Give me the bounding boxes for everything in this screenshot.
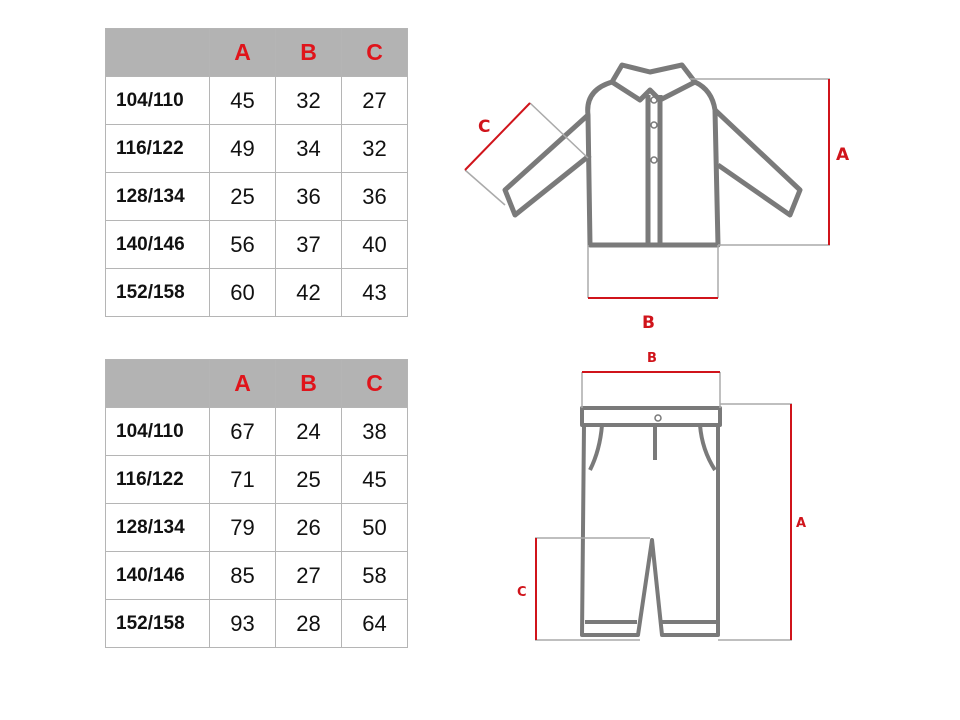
table-row: 104/110 45 32 27 <box>105 76 408 125</box>
value-b: 32 <box>275 76 342 125</box>
table-row: 140/146 85 27 58 <box>105 551 408 600</box>
pants-label-b: B <box>647 351 657 366</box>
value-a: 49 <box>209 124 276 173</box>
shirt-diagram <box>502 62 803 248</box>
size-cell: 140/146 <box>105 551 210 600</box>
value-b: 28 <box>275 599 342 648</box>
header-b: B <box>275 28 342 77</box>
table-row: 152/158 60 42 43 <box>105 268 408 317</box>
value-b: 27 <box>275 551 342 600</box>
header-c: C <box>341 359 408 408</box>
value-c: 50 <box>341 503 408 552</box>
value-a: 56 <box>209 220 276 269</box>
value-b: 24 <box>275 407 342 456</box>
value-a: 60 <box>209 268 276 317</box>
size-cell: 116/122 <box>105 124 210 173</box>
size-cell: 104/110 <box>105 76 210 125</box>
size-cell: 152/158 <box>105 599 210 648</box>
shirt-label-a: A <box>836 145 850 165</box>
size-cell: 116/122 <box>105 455 210 504</box>
header-c: C <box>341 28 408 77</box>
value-a: 79 <box>209 503 276 552</box>
pants-diagram <box>580 406 722 637</box>
header-a: A <box>209 359 276 408</box>
value-c: 58 <box>341 551 408 600</box>
value-c: 64 <box>341 599 408 648</box>
pants-label-c: C <box>517 585 527 600</box>
size-cell: 104/110 <box>105 407 210 456</box>
size-cell: 152/158 <box>105 268 210 317</box>
pants-measure-lines <box>535 371 792 641</box>
shirt-label-b: B <box>642 313 655 333</box>
value-b: 42 <box>275 268 342 317</box>
table-row: 104/110 67 24 38 <box>105 407 408 456</box>
value-c: 38 <box>341 407 408 456</box>
value-b: 25 <box>275 455 342 504</box>
header-b: B <box>275 359 342 408</box>
shirt-label-c: C <box>478 117 490 137</box>
value-c: 32 <box>341 124 408 173</box>
shirt-size-table: A B C 104/110 45 32 27 116/122 49 34 32 128/13… <box>105 28 408 317</box>
table-row: 128/134 25 36 36 <box>105 172 408 221</box>
pants-size-table: A B C 104/110 67 24 38 116/122 71 25 45 128/13… <box>105 359 408 648</box>
value-a: 93 <box>209 599 276 648</box>
table-row: 116/122 71 25 45 <box>105 455 408 504</box>
size-cell: 128/134 <box>105 172 210 221</box>
value-c: 45 <box>341 455 408 504</box>
pants-label-a: A <box>796 516 806 531</box>
value-c: 43 <box>341 268 408 317</box>
table-header-row: A B C <box>105 359 408 408</box>
value-a: 71 <box>209 455 276 504</box>
size-cell: 128/134 <box>105 503 210 552</box>
table-row: 128/134 79 26 50 <box>105 503 408 552</box>
value-c: 27 <box>341 76 408 125</box>
shirt-measure-lines <box>464 78 830 299</box>
table-header-row: A B C <box>105 28 408 77</box>
value-b: 26 <box>275 503 342 552</box>
value-b: 34 <box>275 124 342 173</box>
value-c: 40 <box>341 220 408 269</box>
value-a: 25 <box>209 172 276 221</box>
table-row: 116/122 49 34 32 <box>105 124 408 173</box>
header-empty <box>105 28 210 77</box>
table-row: 152/158 93 28 64 <box>105 599 408 648</box>
